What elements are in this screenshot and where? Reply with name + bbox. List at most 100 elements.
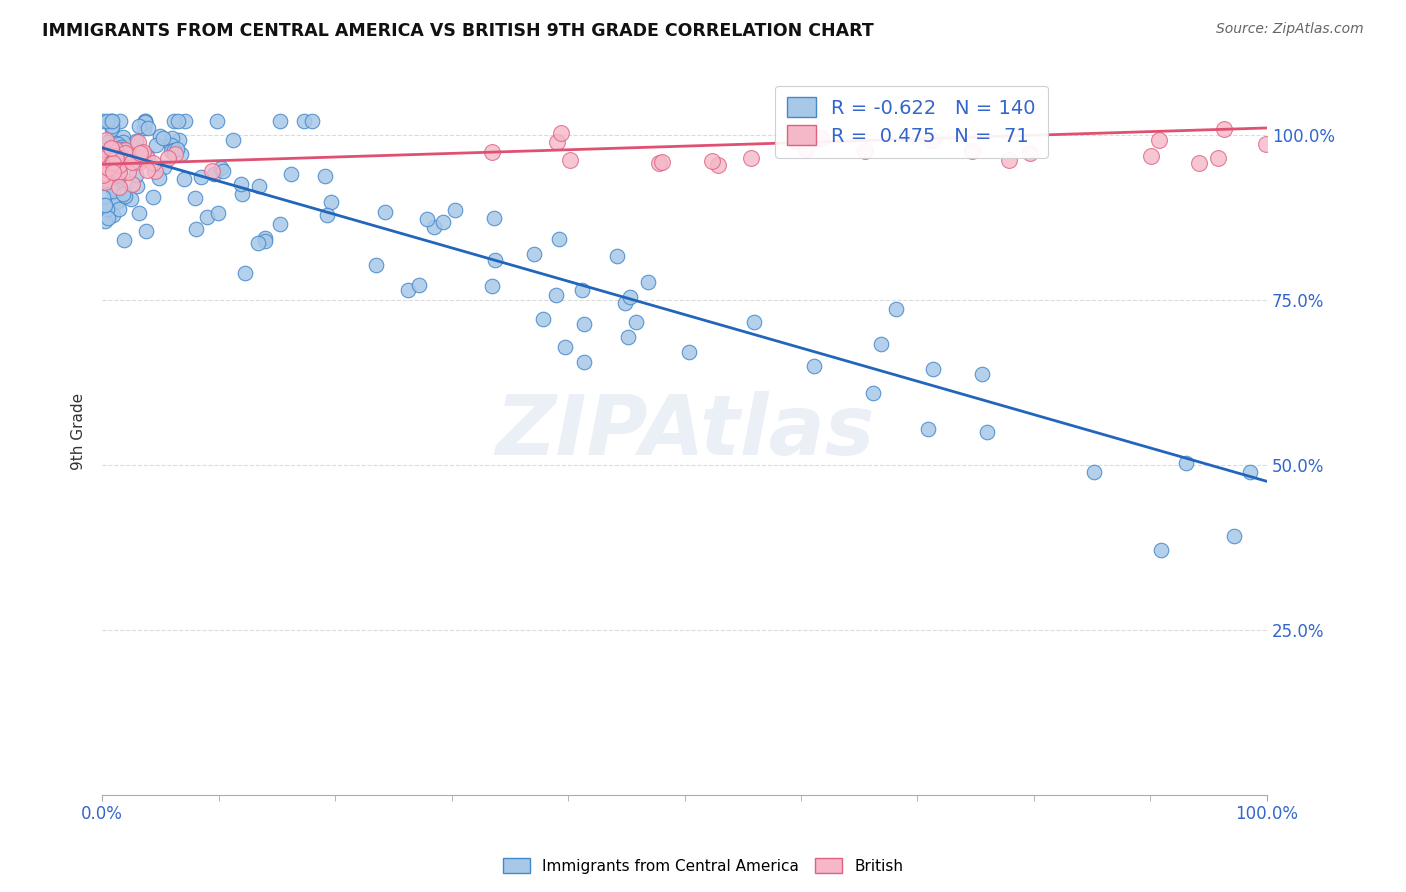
Point	[546, 135, 568, 149]
Point	[96, 150, 118, 164]
Point	[269, 114, 291, 128]
Point	[195, 211, 218, 225]
Point	[100, 119, 122, 133]
Text: IMMIGRANTS FROM CENTRAL AMERICA VS BRITISH 9TH GRADE CORRELATION CHART: IMMIGRANTS FROM CENTRAL AMERICA VS BRITI…	[42, 22, 875, 40]
Point	[960, 144, 983, 158]
Point	[108, 153, 131, 167]
Point	[229, 177, 252, 191]
Point	[103, 208, 125, 222]
Point	[222, 133, 245, 147]
Point	[531, 312, 554, 326]
Point	[93, 114, 115, 128]
Point	[1083, 465, 1105, 479]
Point	[184, 222, 207, 236]
Point	[129, 145, 152, 160]
Point	[1222, 529, 1244, 543]
Point	[100, 155, 122, 169]
Point	[976, 425, 998, 440]
Point	[148, 170, 170, 185]
Point	[572, 318, 595, 332]
Point	[166, 142, 188, 156]
Point	[523, 247, 546, 261]
Point	[1019, 145, 1042, 160]
Point	[108, 179, 131, 194]
Point	[101, 114, 124, 128]
Point	[550, 126, 572, 140]
Point	[94, 146, 117, 161]
Point	[132, 145, 155, 160]
Point	[132, 153, 155, 167]
Point	[94, 175, 117, 189]
Point	[110, 140, 132, 154]
Point	[148, 128, 170, 143]
Point	[970, 367, 993, 381]
Point	[231, 186, 253, 201]
Point	[416, 211, 439, 226]
Point	[160, 144, 183, 158]
Point	[269, 218, 291, 232]
Point	[121, 155, 143, 169]
Point	[118, 139, 141, 153]
Point	[114, 146, 136, 161]
Point	[135, 147, 157, 161]
Point	[1139, 149, 1161, 163]
Point	[97, 135, 120, 149]
Point	[111, 136, 134, 150]
Point	[212, 164, 235, 178]
Point	[166, 114, 188, 128]
Point	[1239, 465, 1261, 479]
Point	[108, 192, 131, 206]
Point	[423, 219, 446, 234]
Point	[97, 145, 120, 160]
Point	[94, 134, 117, 148]
Point	[96, 202, 118, 217]
Point	[101, 155, 124, 169]
Point	[125, 178, 148, 193]
Point	[108, 158, 131, 172]
Point	[481, 145, 503, 160]
Point	[160, 130, 183, 145]
Point	[128, 206, 150, 220]
Point	[134, 114, 156, 128]
Legend: R = -0.622   N = 140, R =  0.475   N =  71: R = -0.622 N = 140, R = 0.475 N = 71	[775, 86, 1047, 158]
Point	[114, 189, 136, 203]
Point	[94, 198, 117, 212]
Point	[93, 174, 115, 188]
Point	[700, 153, 723, 168]
Point	[94, 156, 117, 170]
Text: Source: ZipAtlas.com: Source: ZipAtlas.com	[1216, 22, 1364, 37]
Point	[614, 296, 637, 310]
Point	[484, 253, 506, 268]
Point	[648, 156, 671, 170]
Point	[105, 151, 128, 165]
Point	[93, 145, 115, 159]
Point	[98, 157, 121, 171]
Point	[1174, 456, 1197, 470]
Point	[548, 232, 571, 246]
Point	[94, 214, 117, 228]
Point	[785, 134, 807, 148]
Point	[134, 114, 156, 128]
Point	[184, 190, 207, 204]
Point	[131, 151, 153, 165]
Point	[253, 234, 276, 248]
Point	[167, 133, 190, 147]
Point	[105, 161, 128, 175]
Point	[112, 233, 135, 247]
Point	[432, 215, 454, 229]
Point	[1147, 133, 1170, 147]
Point	[165, 146, 187, 161]
Point	[810, 130, 832, 145]
Point	[1254, 136, 1277, 151]
Point	[740, 151, 762, 165]
Y-axis label: 9th Grade: 9th Grade	[72, 393, 86, 470]
Point	[94, 148, 117, 162]
Point	[100, 114, 122, 128]
Point	[117, 147, 139, 161]
Point	[111, 186, 134, 201]
Point	[233, 266, 256, 280]
Point	[108, 142, 131, 156]
Point	[121, 178, 143, 192]
Point	[707, 158, 730, 172]
Point	[117, 165, 139, 179]
